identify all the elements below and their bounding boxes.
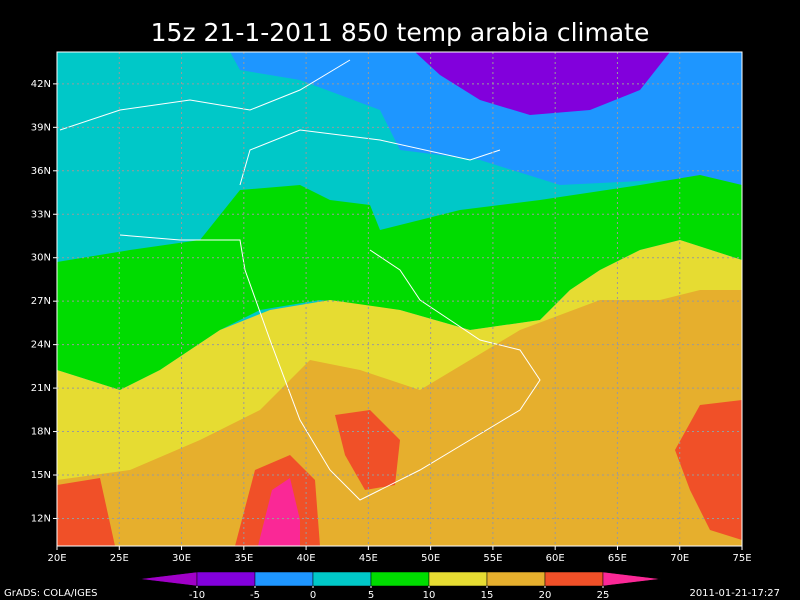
colorbar-segment bbox=[312, 571, 372, 587]
lat-tick-label: 33N bbox=[31, 209, 51, 220]
lon-tick-label: 25E bbox=[110, 553, 129, 564]
footer-left: GrADS: COLA/IGES bbox=[4, 588, 98, 599]
colorbar-segment bbox=[428, 571, 488, 587]
colorbar-segment bbox=[486, 571, 546, 587]
lat-tick-label: 30N bbox=[31, 253, 51, 264]
lat-tick-label: 21N bbox=[31, 383, 51, 394]
colorbar-label: -5 bbox=[250, 590, 260, 600]
lat-tick-label: 15N bbox=[31, 470, 51, 481]
footer-right: 2011-01-21-17:27 bbox=[689, 588, 780, 599]
colorbar-segment bbox=[254, 571, 314, 587]
colorbar-label: 20 bbox=[539, 590, 552, 600]
colorbar: -10 -5 0 5 10 15 20 25 bbox=[138, 571, 662, 600]
lat-tick-label: 27N bbox=[31, 296, 51, 307]
colorbar-label: 5 bbox=[368, 590, 374, 600]
lat-tick-label: 39N bbox=[31, 122, 51, 133]
colorbar-label: -10 bbox=[189, 590, 205, 600]
lat-tick-label: 24N bbox=[31, 340, 51, 351]
lon-tick-label: 65E bbox=[608, 553, 627, 564]
lon-tick-label: 60E bbox=[546, 553, 565, 564]
lat-tick-label: 18N bbox=[31, 427, 51, 438]
lon-tick-label: 45E bbox=[359, 553, 378, 564]
lat-tick-label: 12N bbox=[31, 513, 51, 524]
colorbar-segment bbox=[370, 571, 430, 587]
colorbar-label: 15 bbox=[481, 590, 494, 600]
map-field bbox=[57, 52, 742, 546]
lon-tick-label: 50E bbox=[421, 553, 440, 564]
colorbar-label: 0 bbox=[310, 590, 316, 600]
title: 15z 21-1-2011 850 temp arabia climate bbox=[151, 18, 650, 47]
map-frame bbox=[56, 51, 743, 547]
lon-tick-label: 55E bbox=[483, 553, 502, 564]
lon-tick-label: 75E bbox=[732, 553, 751, 564]
lon-tick-label: 35E bbox=[234, 553, 253, 564]
colorbar-label: 25 bbox=[597, 590, 610, 600]
grid: 20E 25E 30E 35E 40E 45E 50E 55E 60E 65E 70E 75E 12N 1… bbox=[31, 52, 752, 564]
colorbar-segment bbox=[196, 571, 256, 587]
lon-tick-label: 30E bbox=[172, 553, 191, 564]
colorbar-segment bbox=[544, 571, 604, 587]
lon-tick-label: 40E bbox=[297, 553, 316, 564]
lon-tick-label: 20E bbox=[47, 553, 66, 564]
colorbar-label: 10 bbox=[423, 590, 436, 600]
lat-tick-label: 42N bbox=[31, 79, 51, 90]
lon-tick-label: 70E bbox=[670, 553, 689, 564]
colorbar-segment bbox=[138, 571, 198, 587]
colorbar-segment bbox=[602, 571, 662, 587]
lat-tick-label: 36N bbox=[31, 166, 51, 177]
